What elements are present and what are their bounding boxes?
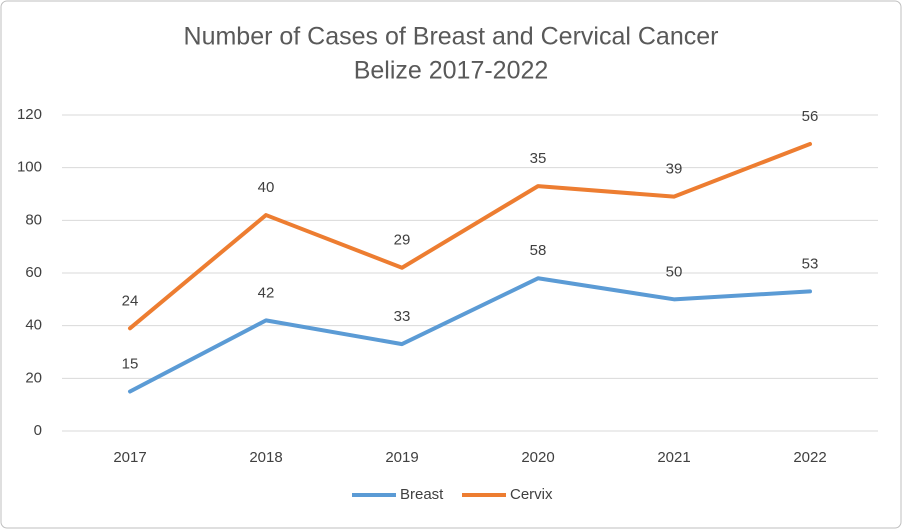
x-tick-label: 2017 — [113, 449, 146, 466]
data-label: 50 — [666, 263, 683, 280]
y-tick-label: 60 — [25, 264, 42, 281]
y-tick-label: 20 — [25, 369, 42, 386]
y-tick-label: 0 — [34, 422, 42, 439]
x-tick-label: 2022 — [793, 449, 826, 466]
data-label: 15 — [122, 355, 139, 372]
data-label: 24 — [122, 292, 139, 309]
data-label: 40 — [258, 179, 275, 196]
data-label: 56 — [802, 108, 819, 125]
legend-label: Cervix — [510, 486, 553, 503]
series-line — [128, 276, 812, 394]
data-label: 35 — [530, 150, 547, 167]
x-tick-label: 2020 — [521, 449, 554, 466]
data-label: 39 — [666, 161, 683, 178]
x-tick-label: 2021 — [657, 449, 690, 466]
data-label: 58 — [530, 242, 547, 259]
chart-subtitle: Belize 2017-2022 — [354, 57, 549, 85]
data-label: 42 — [258, 284, 275, 301]
data-label: 29 — [394, 232, 411, 249]
data-label: 33 — [394, 308, 411, 325]
legend-label: Breast — [400, 486, 444, 503]
x-tick-label: 2018 — [249, 449, 282, 466]
series-line — [128, 141, 812, 331]
y-tick-label: 120 — [17, 106, 42, 123]
y-tick-label: 100 — [17, 159, 42, 176]
chart-title: Number of Cases of Breast and Cervical C… — [184, 23, 719, 51]
y-tick-label: 80 — [25, 211, 42, 228]
data-label: 53 — [802, 255, 819, 272]
y-tick-label: 40 — [25, 317, 42, 334]
x-tick-label: 2019 — [385, 449, 418, 466]
